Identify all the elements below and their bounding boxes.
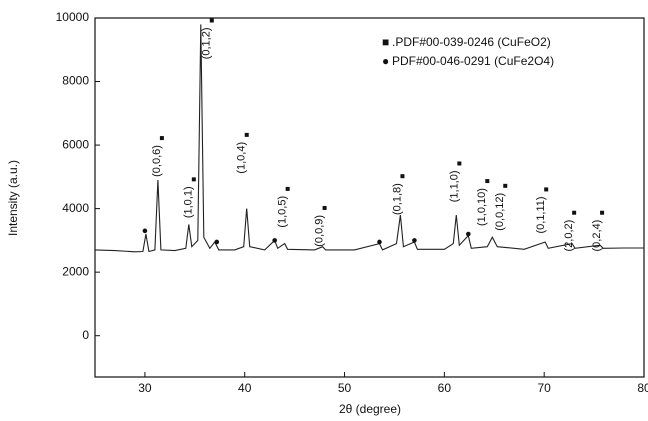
peak-label: (0,0,6) xyxy=(151,145,163,177)
legend-marker: ● xyxy=(382,54,389,68)
x-tick-label: 50 xyxy=(338,381,352,395)
spinel-marker xyxy=(143,229,148,234)
spinel-marker xyxy=(466,232,471,237)
y-tick-label: 10000 xyxy=(56,10,90,24)
plot-frame xyxy=(95,18,644,377)
legend-marker: ■ xyxy=(382,35,389,49)
x-tick-label: 30 xyxy=(138,381,152,395)
delafossite-marker xyxy=(485,179,489,183)
peak-label: (1,0,5) xyxy=(277,196,289,228)
peak-label: (0,0,9) xyxy=(313,215,325,247)
spinel-marker xyxy=(214,240,219,245)
delafossite-marker xyxy=(323,206,327,210)
peak-label: (2,0,2) xyxy=(563,220,575,252)
x-tick-label: 80 xyxy=(637,381,648,395)
peak-label: (0,1,8) xyxy=(391,183,403,215)
x-tick-label: 70 xyxy=(538,381,552,395)
peak-label: (0,1,2) xyxy=(201,28,213,60)
y-tick-label: 0 xyxy=(82,328,89,342)
delafossite-marker xyxy=(286,187,290,191)
delafossite-marker xyxy=(503,184,507,188)
peak-label: (1,1,0) xyxy=(448,170,460,202)
delafossite-marker xyxy=(192,177,196,181)
y-axis-label: Intensity (a.u.) xyxy=(6,160,20,236)
chart: 2θ (degree) Intensity (a.u.) 30 40 50 60 70 8… xyxy=(0,0,648,421)
peak-label: (1,0,1) xyxy=(183,186,195,218)
delafossite-marker xyxy=(160,136,164,140)
y-tick-label: 6000 xyxy=(62,137,89,151)
delafossite-marker xyxy=(544,187,548,191)
xrd-line xyxy=(95,24,644,251)
spinel-marker xyxy=(412,238,417,243)
peak-label: (0,0,12) xyxy=(494,193,506,231)
peak-label: (0,2,4) xyxy=(591,220,603,252)
y-tick-label: 8000 xyxy=(62,74,89,88)
peak-label: (1,0,10) xyxy=(476,188,488,226)
delafossite-marker xyxy=(245,133,249,137)
delafossite-marker xyxy=(457,161,461,165)
delafossite-marker xyxy=(400,174,404,178)
delafossite-marker xyxy=(600,211,604,215)
y-tick-label: 4000 xyxy=(62,201,89,215)
legend-label: .PDF#00-039-0246 (CuFeO2) xyxy=(392,35,551,49)
peak-label: (1,0,4) xyxy=(236,142,248,174)
peak-label: (0,1,11) xyxy=(535,196,547,233)
x-tick-label: 40 xyxy=(238,381,252,395)
delafossite-marker xyxy=(210,19,214,23)
spinel-marker xyxy=(377,240,382,245)
y-tick-label: 2000 xyxy=(62,264,89,278)
legend-label: PDF#00-046-0291 (CuFe2O4) xyxy=(392,54,554,68)
spinel-marker xyxy=(272,238,277,243)
delafossite-marker xyxy=(572,211,576,215)
x-axis-label: 2θ (degree) xyxy=(339,402,401,416)
x-tick-label: 60 xyxy=(438,381,452,395)
